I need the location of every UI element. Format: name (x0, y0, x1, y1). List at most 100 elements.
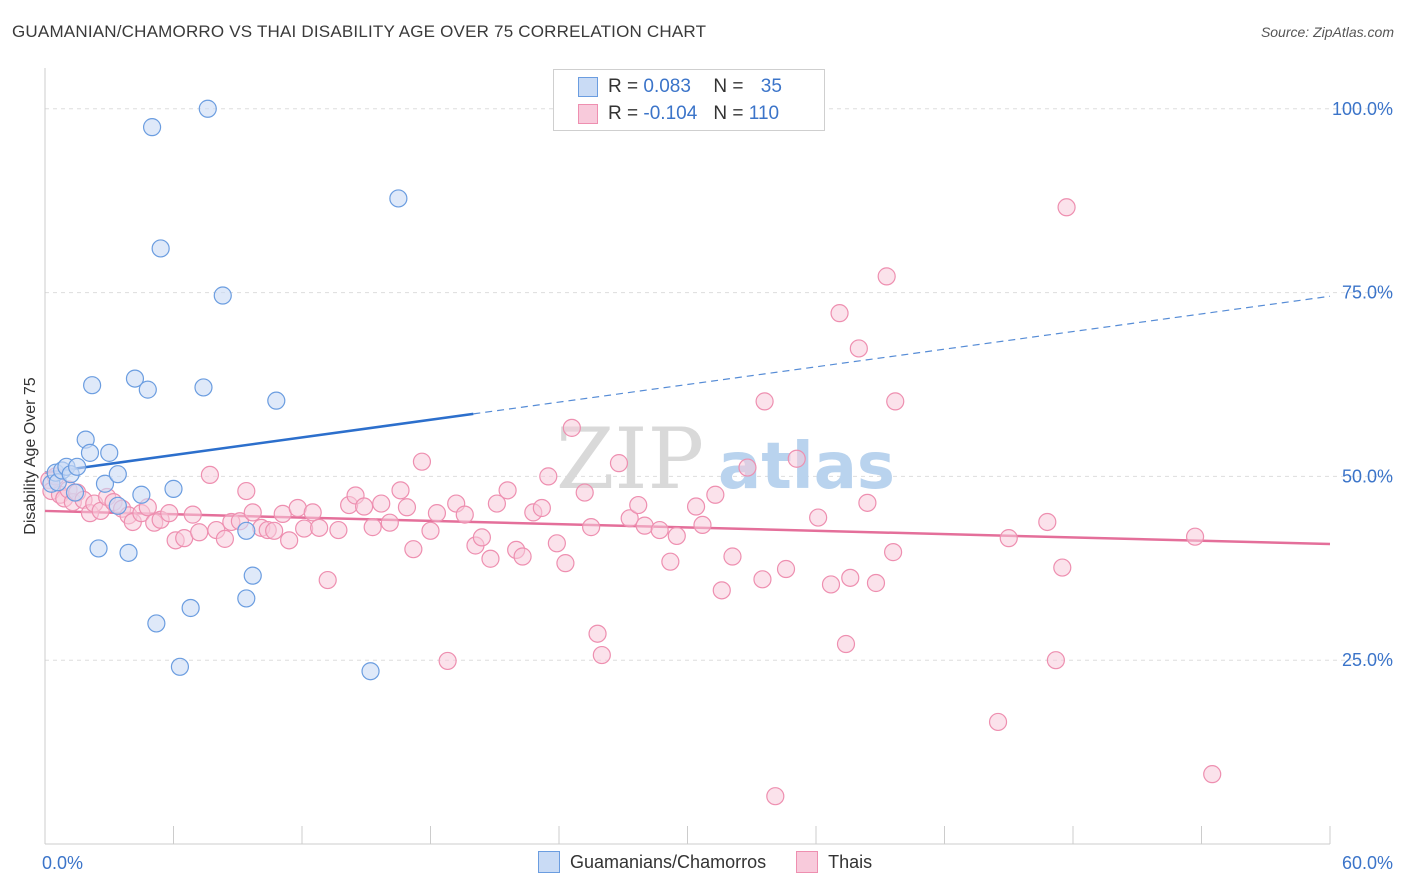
thai-point (988, 712, 1008, 732)
thai-point (1203, 765, 1222, 784)
guamanian-point (361, 662, 380, 681)
thai-point (472, 528, 491, 547)
legend-row-guamanian: R = 0.083 N = 35 (578, 75, 782, 99)
thai-point (787, 449, 806, 468)
thai-point (547, 534, 566, 553)
legend-n-label: N = (713, 103, 744, 124)
thai-point (391, 481, 410, 500)
legend-r-value: -0.104 (643, 103, 698, 124)
guamanian-point (151, 239, 170, 258)
y-tick-label: 50.0% (1342, 466, 1393, 486)
guamanian-point (100, 443, 119, 462)
source-credit: Source: ZipAtlas.com (1260, 24, 1394, 40)
guamanian-points (42, 99, 408, 681)
thai-point (532, 498, 551, 518)
thai-point (650, 520, 669, 540)
thai-point (588, 624, 607, 643)
thai-point (620, 509, 639, 528)
y-tick-label: 100.0% (1332, 99, 1393, 119)
thai-point (280, 531, 299, 550)
thai-point (866, 573, 886, 593)
thai-point (1046, 651, 1065, 670)
y-tick-label: 25.0% (1342, 650, 1393, 670)
legend-swatch-blue (578, 77, 598, 97)
thai-point (738, 458, 757, 477)
thai-point (513, 547, 532, 566)
thai-point (404, 540, 423, 559)
guamanian-point (132, 485, 151, 504)
thai-point (712, 581, 731, 600)
guamanian-point (267, 391, 286, 410)
thai-point (372, 494, 391, 513)
thai-point (706, 485, 725, 504)
thai-point (363, 518, 382, 537)
thai-point (582, 518, 601, 537)
thai-point (397, 498, 417, 517)
thai-point (592, 645, 611, 665)
thai-point (1057, 198, 1076, 217)
legend-n-label: N = (713, 76, 744, 97)
guamanian-point (108, 465, 127, 484)
guamanian-point (83, 376, 102, 395)
guamanian-point (138, 380, 157, 399)
thai-point (200, 465, 220, 485)
legend-r-label: R = (608, 103, 639, 124)
thai-point (766, 787, 785, 806)
thai-point (661, 552, 680, 571)
guamanian-point (389, 189, 408, 208)
thai-point (667, 526, 686, 546)
guamanian-point (89, 539, 108, 558)
thai-point (1185, 527, 1205, 546)
legend-item-guamanians[interactable]: Guamanians/Chamorros (538, 851, 766, 873)
guamanian-trend-dashed (473, 295, 1331, 415)
thai-point (1053, 558, 1072, 577)
thai-point (755, 392, 774, 411)
axes (44, 68, 1331, 845)
guamanian-point (65, 483, 85, 502)
legend-swatch-pink (796, 851, 819, 873)
legend-label-guamanians: Guamanians/Chamorros (570, 851, 767, 872)
thai-point (243, 503, 262, 522)
thai-point (160, 504, 179, 523)
x-tick-label: 60.0% (1342, 853, 1393, 873)
thai-point (318, 570, 337, 590)
thai-point (723, 547, 742, 566)
thai-point (849, 339, 868, 358)
x-tick-label: 0.0% (42, 853, 83, 873)
legend-r-value: 0.083 (643, 76, 691, 97)
thai-point (776, 559, 796, 579)
guamanian-point (142, 118, 162, 137)
thai-point (809, 508, 828, 527)
thai-point (329, 520, 348, 540)
thai-point (190, 523, 209, 542)
guamanian-point (68, 457, 87, 476)
legend-item-thais[interactable]: Thais (796, 851, 872, 873)
thai-point (858, 493, 877, 512)
thai-point (753, 570, 772, 589)
thai-point (877, 267, 896, 286)
thai-point (288, 498, 307, 518)
thai-point (481, 549, 500, 568)
thai-point (575, 483, 594, 502)
guamanian-point (243, 566, 262, 585)
guamanian-point (194, 378, 213, 397)
guamanian-point (125, 369, 145, 388)
thai-point (886, 392, 905, 411)
thai-point (237, 481, 256, 501)
thai-point (355, 497, 374, 516)
thai-point (303, 503, 322, 522)
thai-point (635, 516, 654, 535)
thai-point (562, 418, 581, 437)
legend-n-value: 35 (760, 76, 782, 97)
thai-points (40, 198, 1222, 806)
tick-labels: 25.0% 50.0% 75.0% 100.0% 0.0% 60.0% (42, 99, 1393, 873)
chart-title: GUAMANIAN/CHAMORRO VS THAI DISABILITY AG… (12, 22, 707, 41)
guamanian-point (237, 589, 256, 608)
thai-point (539, 467, 558, 486)
legend-swatch-pink (578, 104, 598, 124)
legend-swatch-blue (538, 851, 560, 873)
thai-point (836, 634, 856, 654)
guamanian-point (147, 614, 166, 633)
thai-point (1038, 512, 1057, 532)
